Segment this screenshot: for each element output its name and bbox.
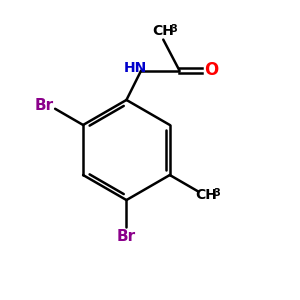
Text: Br: Br bbox=[117, 230, 136, 244]
Text: HN: HN bbox=[124, 61, 148, 75]
Text: CH: CH bbox=[195, 188, 217, 202]
Text: Br: Br bbox=[34, 98, 53, 113]
Text: O: O bbox=[204, 61, 218, 79]
Text: CH: CH bbox=[152, 24, 174, 38]
Text: 3: 3 bbox=[170, 24, 177, 34]
Text: 3: 3 bbox=[214, 188, 220, 198]
